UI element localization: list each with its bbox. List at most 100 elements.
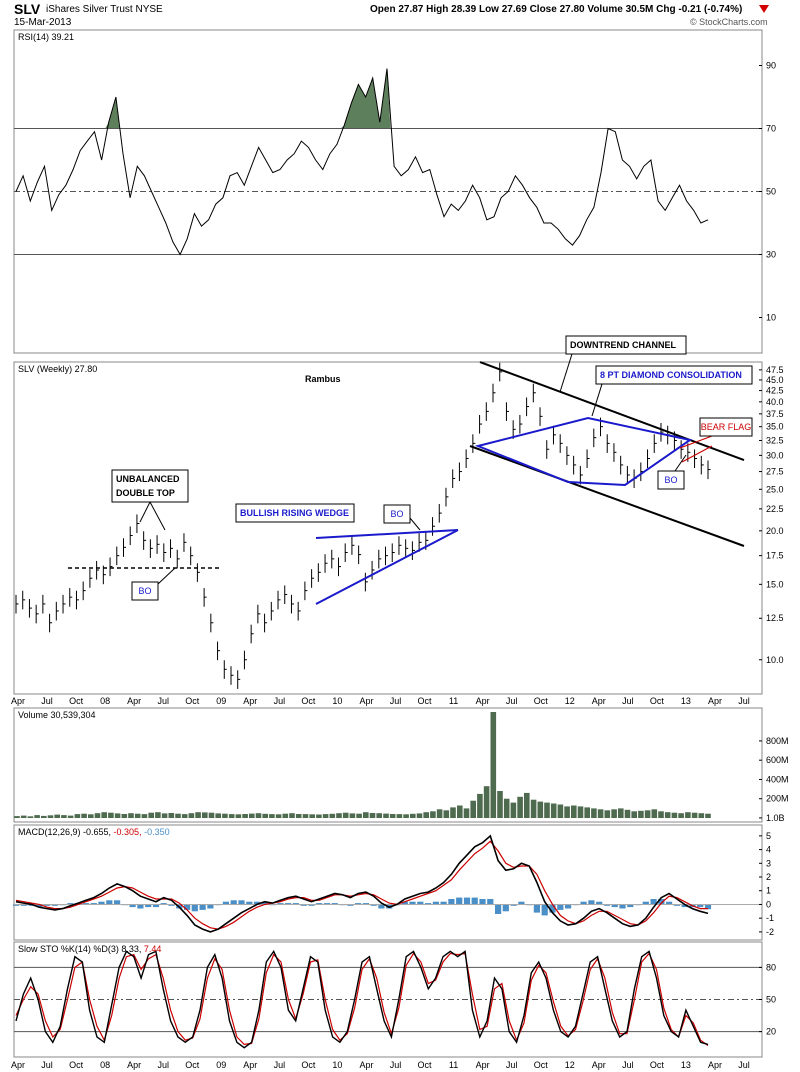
macd-histogram-bar [152, 904, 160, 908]
macd-histogram-bar [487, 899, 494, 905]
volume-bar [638, 810, 644, 818]
volume-bar [410, 813, 416, 818]
volume-bar [691, 812, 698, 818]
volume-bar [289, 813, 295, 818]
macd-histogram-bar [533, 904, 540, 913]
annotation-rising-wedge: BULLISH RISING WEDGE [240, 508, 349, 518]
macd-histogram-bar [207, 904, 214, 909]
x-tick-label: Oct [185, 1060, 200, 1070]
x-tick-label: Apr [708, 696, 722, 706]
macd-histogram-bar [471, 897, 478, 905]
macd-histogram-bar [370, 904, 377, 906]
x-tick-label: Jul [738, 696, 750, 706]
macd-y-tick-label: 3 [766, 858, 771, 868]
macd-histogram-bar [106, 900, 113, 905]
volume-label: Volume [587, 4, 623, 15]
price-y-tick-label: 27.5 [766, 467, 784, 477]
x-tick-label: 11 [449, 696, 458, 706]
volume-bar [698, 813, 705, 818]
x-tick-label: Apr [11, 696, 25, 706]
macd-panel-frame [13, 824, 763, 941]
x-tick-label: Jul [506, 696, 518, 706]
annotation-bo: BO [390, 509, 403, 519]
x-tick-label: Oct [650, 1060, 665, 1070]
price-y-tick-label: 45.0 [766, 375, 784, 385]
volume-y-tick-label: 1.0B [766, 813, 785, 823]
macd-histogram-bar [261, 901, 268, 905]
annotation-bo: BO [138, 586, 151, 596]
volume-bar [550, 803, 557, 818]
x-tick-label: Apr [476, 696, 490, 706]
volume-panel-frame [13, 707, 763, 823]
macd-histogram-bar [90, 903, 97, 905]
macd-histogram-bar [82, 903, 90, 905]
volume-bar [275, 814, 282, 818]
x-tick-label: Jul [390, 696, 402, 706]
x-tick-label: 12 [565, 1060, 575, 1070]
volume-bar [396, 814, 403, 818]
volume-bar [34, 815, 40, 818]
bo-pointer [674, 454, 687, 472]
volume-bar [161, 813, 168, 818]
volume-bar [510, 802, 517, 818]
volume-bar [503, 798, 510, 818]
volume-bar [584, 807, 590, 818]
macd-histogram-bar [425, 903, 432, 905]
callout-box [565, 335, 687, 355]
macd-histogram-bar [222, 901, 229, 905]
macd-histogram-bar [20, 904, 27, 906]
volume-bar [591, 808, 597, 818]
x-tick-label: Apr [708, 1060, 722, 1070]
volume-bar [470, 800, 476, 818]
macd-histogram-bar [518, 901, 525, 905]
macd-histogram-bar [137, 904, 144, 909]
macd-histogram-bar [129, 904, 136, 908]
price-y-tick-label: 10.0 [766, 655, 784, 665]
macd-y-tick-label: -1 [766, 913, 774, 923]
x-tick-label: Jul [390, 1060, 402, 1070]
macd-histogram-bar [697, 904, 704, 908]
volume-bar [658, 811, 664, 818]
x-tick-label: Oct [69, 1060, 84, 1070]
price-y-tick-label: 22.5 [766, 504, 784, 514]
volume-bar [94, 813, 101, 818]
macd-histogram-bar [673, 904, 680, 906]
volume-bar [436, 809, 443, 818]
macd-histogram-bar [238, 900, 245, 905]
volume-bar [517, 796, 523, 818]
volume-y-tick-label: 200M [766, 794, 789, 804]
volume-bar [664, 812, 671, 818]
macd-histogram-bar [557, 904, 564, 910]
macd-histogram-bar [191, 904, 198, 912]
macd-histogram-bar [362, 903, 369, 905]
rsi-legend: RSI(14) 39.21 [18, 32, 74, 42]
wedge-lower-line [315, 529, 459, 605]
volume-bar [443, 810, 450, 818]
volume-bar [215, 813, 221, 818]
volume-bar [450, 807, 456, 818]
low-value: 27.69 [501, 4, 527, 15]
macd-histogram-bar [160, 903, 167, 905]
volume-bar [282, 813, 289, 818]
volume-bar [624, 809, 631, 818]
volume-bar [74, 814, 81, 818]
macd-histogram-bar [168, 904, 175, 906]
x-tick-label: 10 [332, 1060, 342, 1070]
volume-bar [651, 809, 658, 818]
x-tick-label: Apr [127, 1060, 141, 1070]
x-tick-label: Apr [243, 696, 257, 706]
volume-bar [383, 813, 389, 818]
macd-histogram-bar [98, 901, 105, 905]
macd-histogram-bar [401, 901, 408, 905]
stochastic-y-tick-label: 80 [766, 962, 776, 972]
macd-histogram-bar [44, 904, 51, 906]
macd-histogram-bar [417, 901, 424, 905]
bo-pointer [157, 567, 176, 585]
volume-bar [81, 813, 87, 818]
volume-bar [134, 813, 141, 818]
x-tick-label: 09 [216, 696, 226, 706]
macd-histogram-bar [316, 903, 323, 905]
macd-histogram-bar [36, 904, 43, 908]
macd-histogram-bar [627, 904, 634, 908]
